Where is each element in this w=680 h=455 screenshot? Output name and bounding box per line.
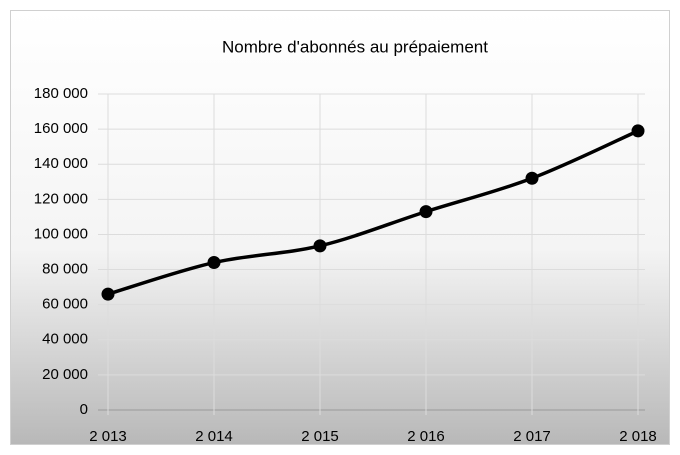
x-tick-label: 2 016 <box>407 428 445 445</box>
x-tick-label: 2 013 <box>89 428 127 445</box>
marker <box>207 256 221 270</box>
x-tick-label: 2 018 <box>619 428 657 445</box>
marker <box>525 171 539 185</box>
y-tick-label: 180 000 <box>34 85 88 102</box>
x-tick-label: 2 017 <box>513 428 551 445</box>
y-tick-label: 80 000 <box>42 261 88 278</box>
y-tick-label: 0 <box>80 401 88 418</box>
chart-background <box>10 10 670 445</box>
marker <box>631 124 645 138</box>
marker <box>419 205 433 219</box>
line <box>107 129 639 296</box>
y-tick-label: 120 000 <box>34 190 88 207</box>
y-tick-label: 20 000 <box>42 366 88 383</box>
y-tick-label: 140 000 <box>34 155 88 172</box>
x-tick-label: 2 014 <box>195 428 233 445</box>
chart-title: Nombre d'abonnés au prépaiement <box>222 37 488 56</box>
marker <box>313 239 327 253</box>
y-tick-label: 100 000 <box>34 225 88 242</box>
y-tick-label: 40 000 <box>42 331 88 348</box>
x-tick-label: 2 015 <box>301 428 339 445</box>
marker <box>101 287 115 301</box>
y-tick-label: 160 000 <box>34 120 88 137</box>
y-tick-label: 60 000 <box>42 296 88 313</box>
